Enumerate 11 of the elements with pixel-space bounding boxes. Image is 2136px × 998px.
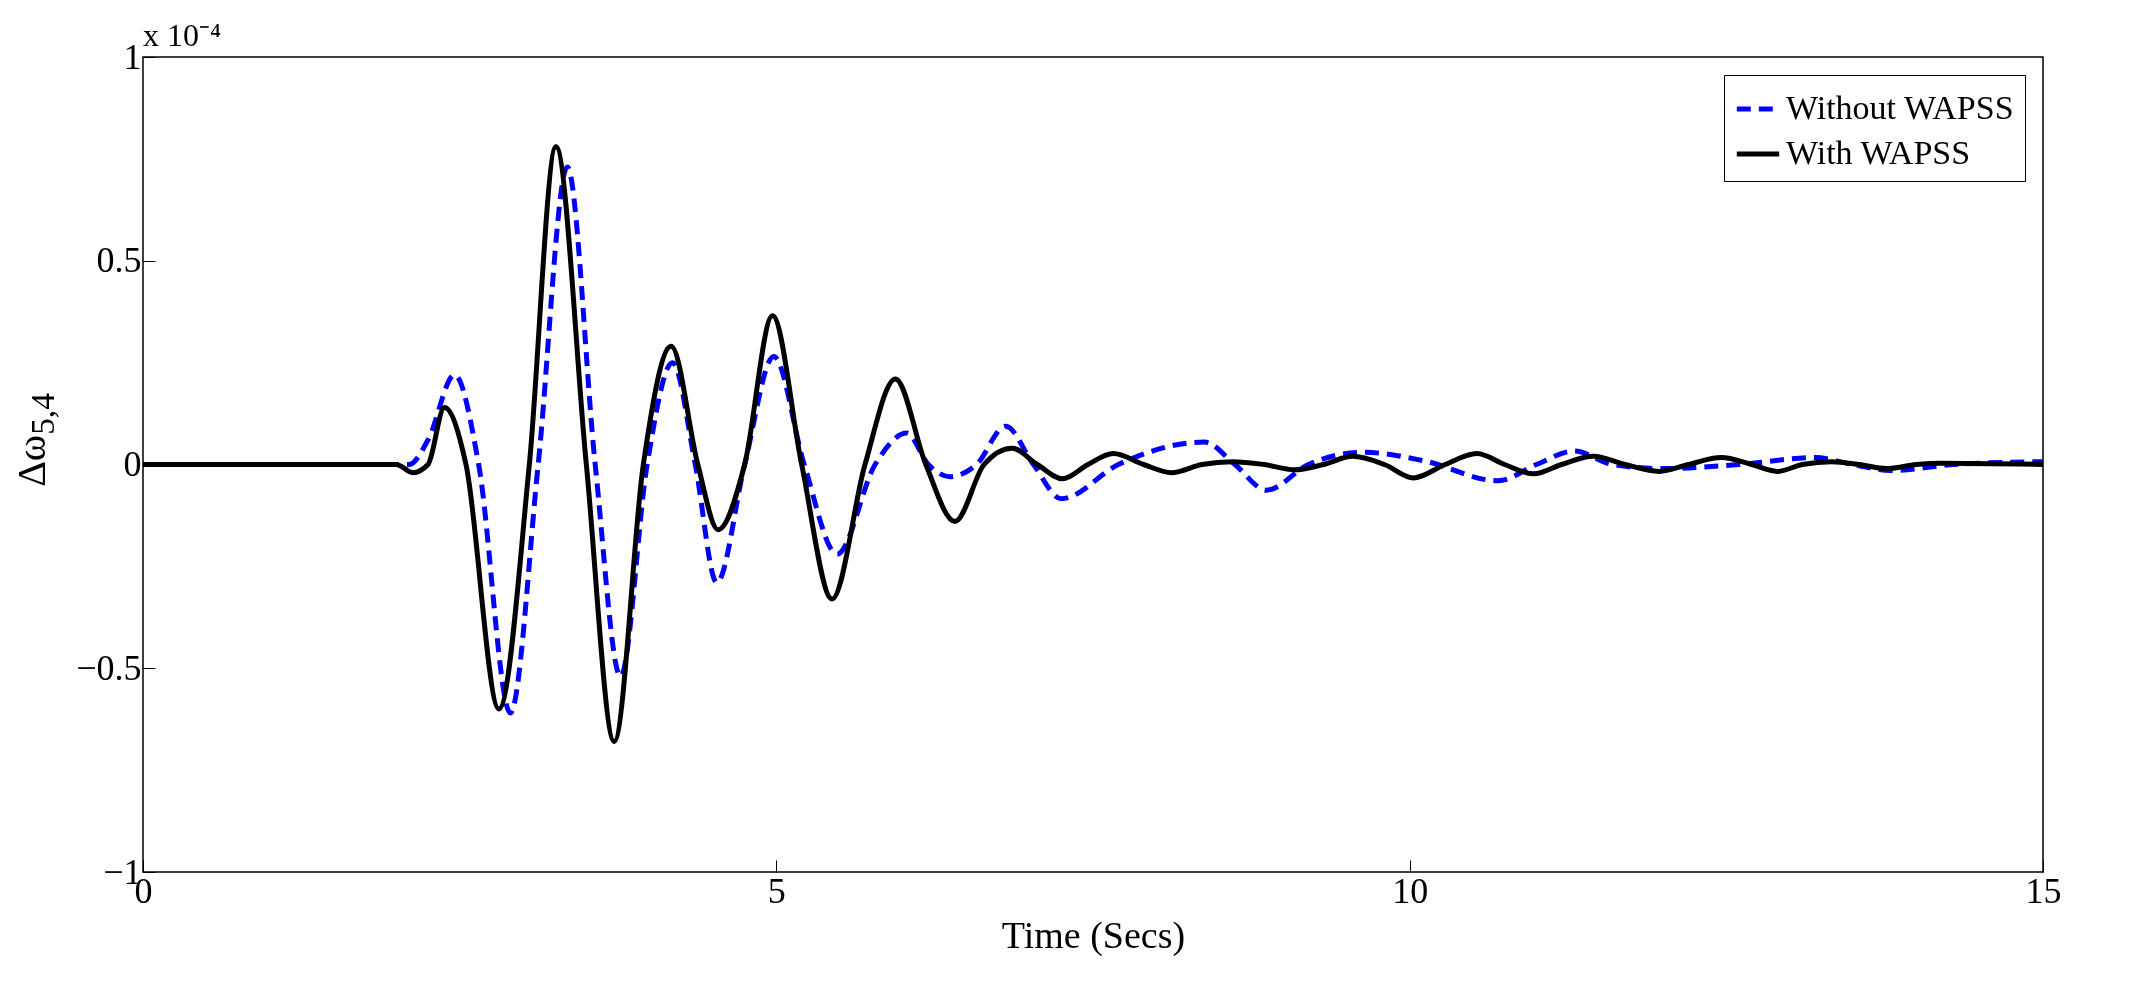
x-tick-label: 10	[1392, 870, 1429, 911]
x-tick-label: 5	[767, 870, 786, 911]
y-tick-label: 0.5	[96, 240, 142, 281]
legend-label: With WAPSS	[1786, 134, 1971, 171]
x-axis-title: Time (Secs)	[1001, 913, 1186, 957]
y-tick-label: −0.5	[76, 647, 142, 688]
y-tick-label: 0	[123, 444, 142, 484]
y-tick-label: 1	[123, 36, 142, 77]
legend-label: Without WAPSS	[1786, 89, 2014, 126]
x-tick-label: 15	[2025, 870, 2062, 911]
text: x 10⁻⁴	[143, 17, 222, 53]
